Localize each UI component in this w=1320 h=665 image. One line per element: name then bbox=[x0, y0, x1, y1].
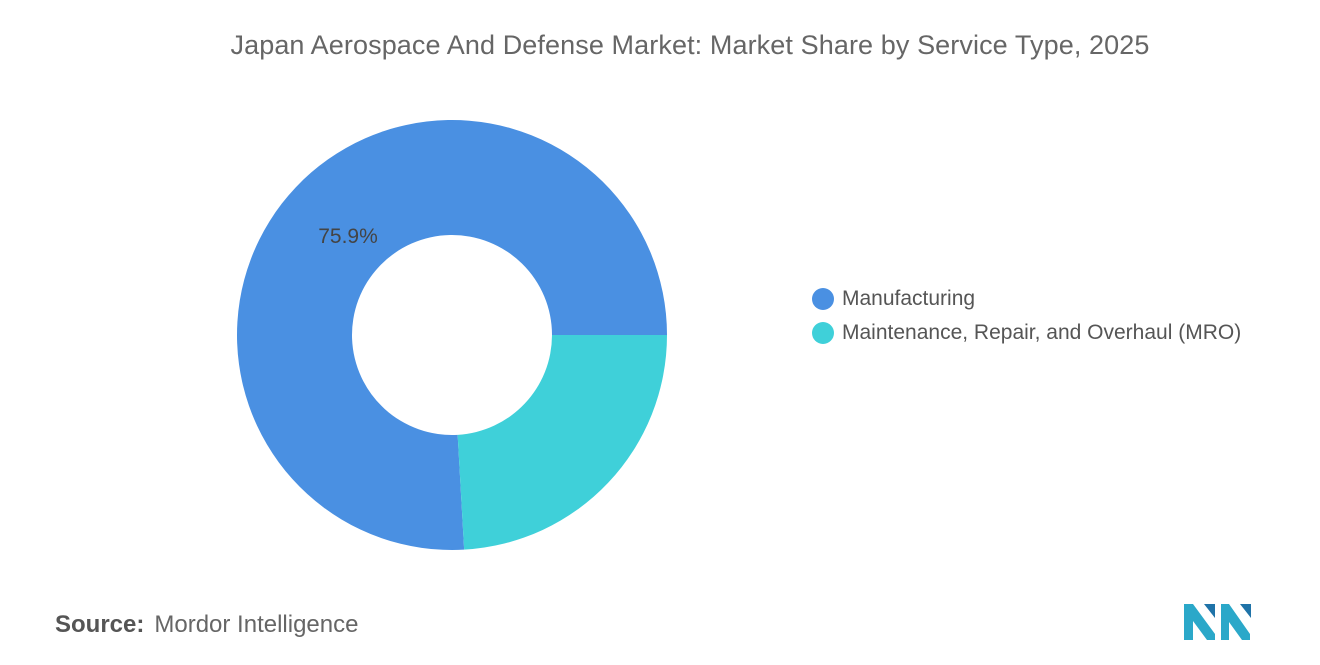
legend-item-manufacturing[interactable]: Manufacturing bbox=[812, 283, 1241, 315]
legend-swatch-manufacturing bbox=[812, 288, 834, 310]
chart-legend: Manufacturing Maintenance, Repair, and O… bbox=[812, 283, 1241, 351]
legend-swatch-mro bbox=[812, 322, 834, 344]
legend-label-mro: Maintenance, Repair, and Overhaul (MRO) bbox=[842, 321, 1242, 344]
source-note: Source: Mordor Intelligence bbox=[55, 611, 358, 639]
mordor-intelligence-logo-icon bbox=[1184, 604, 1252, 645]
donut-slices bbox=[237, 119, 667, 550]
donut-slice-mro[interactable] bbox=[457, 335, 667, 550]
source-key: Source: bbox=[55, 611, 145, 638]
chart-title: Japan Aerospace And Defense Market: Mark… bbox=[230, 30, 1150, 60]
legend-label-manufacturing: Manufacturing bbox=[842, 287, 976, 310]
legend-item-mro[interactable]: Maintenance, Repair, and Overhaul (MRO) bbox=[812, 317, 1241, 349]
donut-data-labels: 75.9% bbox=[318, 225, 378, 248]
data-label-manufacturing: 75.9% bbox=[318, 225, 378, 248]
source-value: Mordor Intelligence bbox=[154, 611, 359, 638]
donut-slice-manufacturing[interactable] bbox=[237, 119, 667, 550]
